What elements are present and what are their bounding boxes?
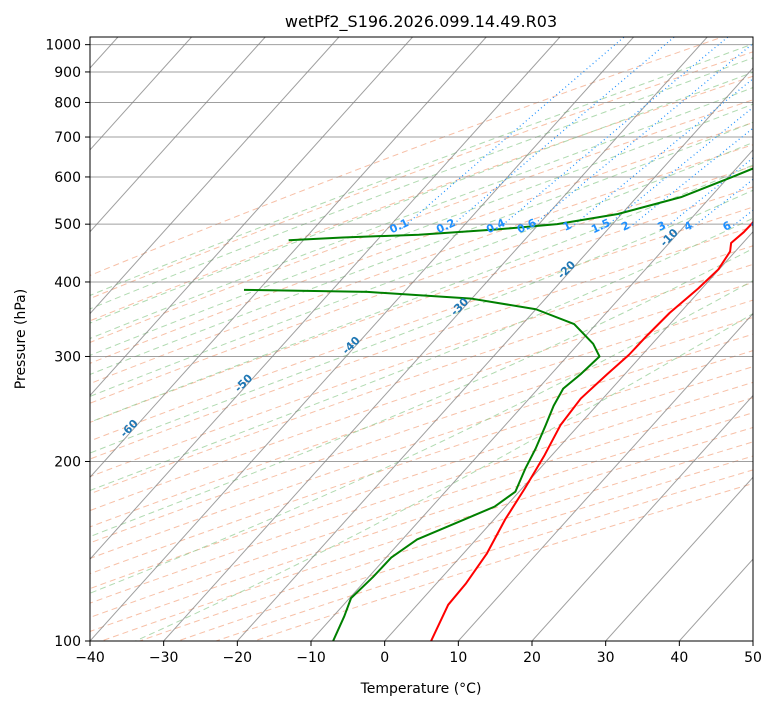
moist-adiabat bbox=[135, 312, 753, 641]
dry-adiabat bbox=[90, 350, 753, 575]
dry-adiabat bbox=[90, 144, 753, 385]
moist-adiabat bbox=[90, 164, 753, 423]
moist-adiabat bbox=[90, 141, 753, 397]
y-tick-label: 300 bbox=[54, 349, 81, 365]
y-tick-label: 700 bbox=[54, 130, 81, 146]
y-tick-label: 1000 bbox=[45, 38, 81, 54]
y-axis-label: Pressure (hPa) bbox=[13, 289, 29, 389]
chart-grid bbox=[90, 37, 753, 641]
isotherm-line bbox=[163, 37, 708, 641]
x-tick-label: 0 bbox=[380, 650, 389, 666]
dry-adiabat bbox=[90, 122, 753, 364]
mixing-ratio-line bbox=[447, 37, 676, 230]
isotherm-line bbox=[384, 230, 753, 641]
isotherm-line bbox=[236, 67, 753, 641]
y-tick-label: 100 bbox=[54, 634, 81, 650]
isotherm-line bbox=[605, 476, 753, 641]
plot-frame bbox=[89, 36, 754, 642]
isotherm-line bbox=[90, 37, 340, 315]
x-tick-label: −10 bbox=[296, 650, 326, 666]
chart-title: wetPf2_S196.2026.099.14.49.R03 bbox=[285, 12, 557, 32]
mixing-ratio-label: 8 bbox=[749, 219, 761, 234]
isotherm-line bbox=[90, 37, 413, 397]
y-tick-label: 600 bbox=[54, 170, 81, 186]
isotherm-line bbox=[90, 37, 266, 233]
moist-adiabat bbox=[90, 43, 753, 296]
isotherm-line bbox=[90, 37, 192, 151]
dry-adiabat bbox=[90, 206, 753, 442]
x-axis-label: Temperature (°C) bbox=[360, 681, 482, 697]
x-tick-label: 20 bbox=[523, 650, 541, 666]
x-tick-label: 40 bbox=[670, 650, 688, 666]
y-tick-label: 200 bbox=[54, 454, 81, 470]
isotherm-line bbox=[90, 37, 487, 479]
dewpoint-line bbox=[288, 167, 753, 242]
y-tick-label: 800 bbox=[54, 95, 81, 111]
dry-adiabat bbox=[90, 245, 753, 478]
y-tick-label: 500 bbox=[54, 217, 81, 233]
x-tick-label: 50 bbox=[744, 650, 762, 666]
x-tick-label: −30 bbox=[149, 650, 179, 666]
dewpoint-line bbox=[243, 288, 601, 641]
temperature-line bbox=[430, 220, 753, 641]
dry-adiabat bbox=[90, 381, 753, 604]
moist-adiabat bbox=[90, 189, 753, 454]
dry-adiabat bbox=[90, 299, 753, 528]
dry-adiabat bbox=[90, 51, 753, 300]
moist-adiabat bbox=[90, 57, 753, 310]
dry-adiabat bbox=[90, 263, 753, 495]
dry-adiabat bbox=[90, 333, 753, 559]
chart-axes: −40 −30 −20 −10 0 10 20 30 40 50 100 200 300 400 500 60… bbox=[45, 38, 762, 666]
moist-adiabat bbox=[90, 87, 753, 340]
x-tick-label: 30 bbox=[597, 650, 615, 666]
x-tick-label: −20 bbox=[223, 650, 253, 666]
isotherm-line bbox=[310, 149, 753, 641]
isotherm-line bbox=[457, 312, 753, 641]
dry-adiabat bbox=[90, 165, 753, 404]
mixing-ratio-line bbox=[601, 106, 753, 230]
x-tick-label: 10 bbox=[449, 650, 467, 666]
y-tick-label: 400 bbox=[54, 275, 81, 291]
y-tick-label: 900 bbox=[54, 65, 81, 81]
dry-adiabat bbox=[90, 75, 753, 322]
isotherm-line bbox=[90, 37, 561, 560]
x-tick-label: −40 bbox=[75, 650, 105, 666]
dry-adiabat bbox=[90, 99, 753, 343]
chart-series bbox=[243, 167, 753, 641]
isotherm-line bbox=[90, 37, 634, 641]
isotherm-line bbox=[531, 394, 753, 641]
moist-adiabat bbox=[90, 103, 753, 356]
mixing-ratio-line bbox=[626, 127, 753, 230]
